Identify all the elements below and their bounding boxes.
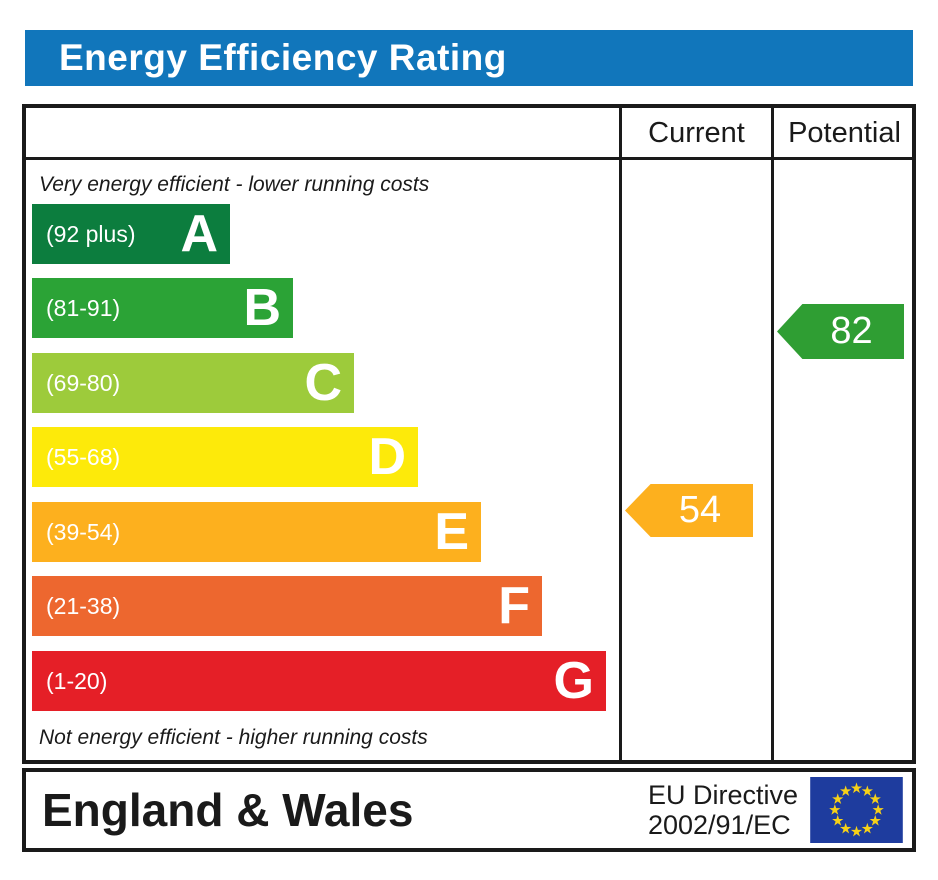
band-d: (55-68) D [32, 427, 418, 487]
band-a: (92 plus) A [32, 204, 230, 264]
potential-value: 82 [830, 310, 873, 352]
band-f: (21-38) F [32, 576, 542, 636]
current-column-divider [619, 108, 622, 760]
top-note: Very energy efficient - lower running co… [39, 173, 430, 196]
eu-directive-label: EU Directive 2002/91/EC [648, 780, 798, 840]
band-b-letter: B [243, 279, 281, 337]
eu-flag-icon [810, 777, 903, 843]
band-g-range: (1-20) [46, 667, 108, 694]
eu-directive-line1: EU Directive [647, 779, 798, 810]
table-header-row: Current Potential [26, 108, 912, 160]
band-f-letter: F [498, 577, 530, 635]
rating-bands-area: Very energy efficient - lower running co… [26, 163, 619, 760]
potential-column-divider [771, 108, 774, 760]
bottom-note: Not energy efficient - higher running co… [39, 726, 428, 749]
band-d-letter: D [368, 428, 406, 486]
eu-directive-line2: 2002/91/EC [647, 810, 791, 840]
band-f-range: (21-38) [46, 592, 121, 619]
current-indicator: 54 [625, 484, 753, 537]
band-a-range: (92 plus) [46, 220, 136, 247]
potential-indicator: 82 [777, 304, 904, 359]
band-b: (81-91) B [32, 278, 293, 338]
current-value: 54 [678, 489, 722, 531]
band-e: (39-54) E [32, 502, 481, 562]
band-g-letter: G [553, 652, 594, 710]
band-e-range: (39-54) [46, 518, 121, 545]
footer: England & Wales EU Directive 2002/91/EC [22, 768, 916, 852]
column-header-current: Current [648, 117, 745, 149]
band-c-letter: C [304, 354, 342, 412]
band-a-letter: A [180, 205, 218, 263]
column-header-potential: Potential [788, 117, 901, 149]
page-title: Energy Efficiency Rating [59, 37, 507, 78]
band-g: (1-20) G [32, 651, 606, 711]
band-c: (69-80) C [32, 353, 354, 413]
eu-flag-stars [829, 782, 884, 837]
band-d-range: (55-68) [46, 443, 121, 470]
band-b-range: (81-91) [46, 294, 121, 321]
band-e-letter: E [434, 503, 469, 561]
rating-table: Current Potential Very energy efficient … [22, 104, 916, 764]
region-label: England & Wales [42, 784, 414, 836]
title-bar: Energy Efficiency Rating [25, 30, 913, 86]
band-c-range: (69-80) [46, 369, 121, 396]
